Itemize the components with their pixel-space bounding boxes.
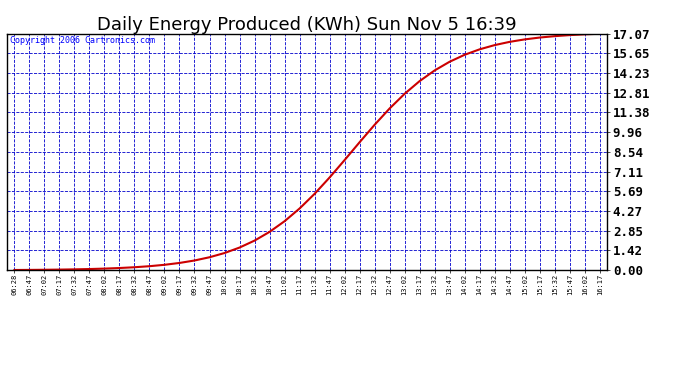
Title: Daily Energy Produced (KWh) Sun Nov 5 16:39: Daily Energy Produced (KWh) Sun Nov 5 16… xyxy=(97,16,517,34)
Text: Copyright 2006 Cartronics.com: Copyright 2006 Cartronics.com xyxy=(10,36,155,45)
